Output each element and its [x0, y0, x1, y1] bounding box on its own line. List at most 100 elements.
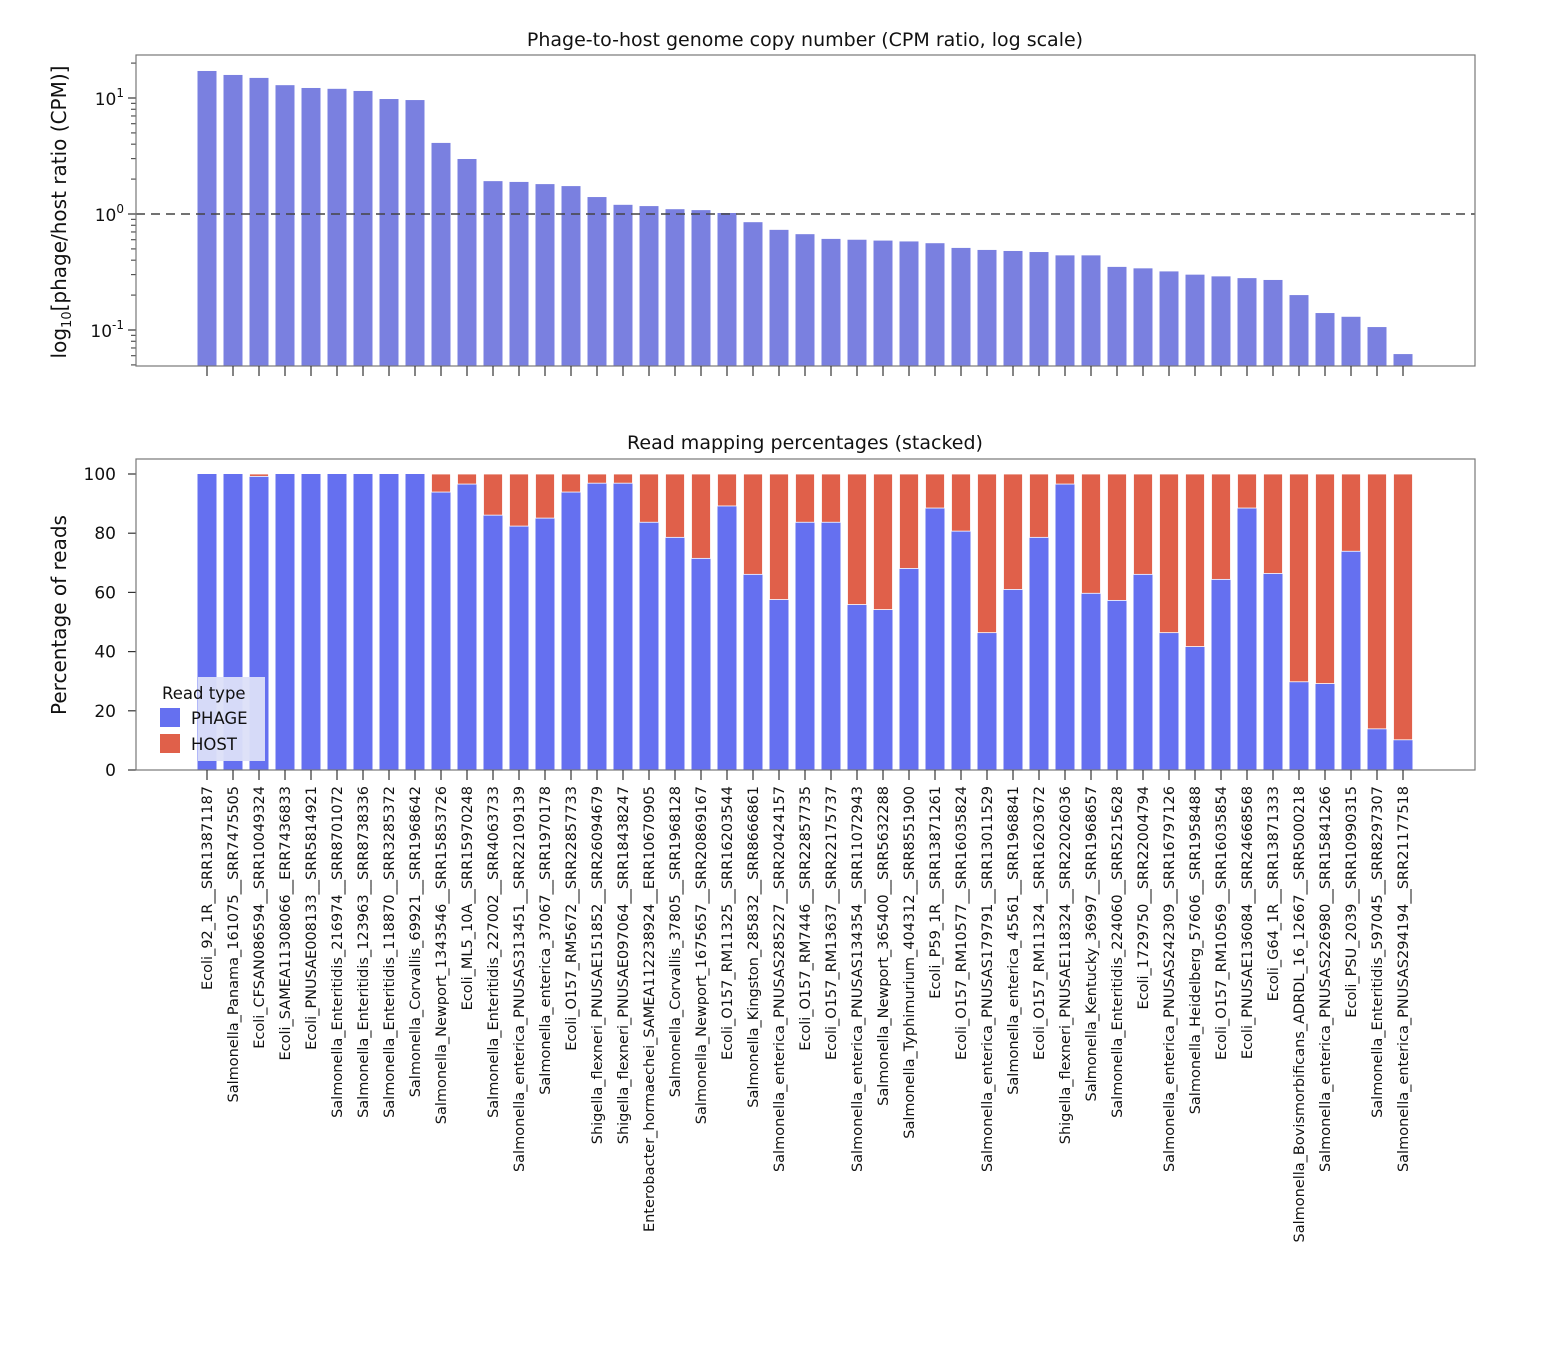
phage-segment [925, 508, 945, 770]
phage-segment [873, 609, 893, 770]
top-bars [197, 70, 1413, 367]
x-tick-label: Salmonella_enterica_PNUSAS226980__SRR158… [1318, 786, 1334, 1172]
x-tick-label: Salmonella_enterica_37067__SRR1970178 [538, 786, 554, 1095]
top-y-axis: 10-1 100 101 [90, 62, 136, 366]
top-x-ticks [206, 366, 1404, 376]
copy-ratio-bar [925, 243, 945, 366]
host-segment [795, 473, 815, 523]
host-segment [743, 473, 763, 575]
host-segment [1289, 473, 1309, 683]
bottom-x-ticks [206, 770, 1404, 780]
host-segment [925, 473, 945, 509]
x-tick-label: Salmonella_Enteritidis_597045__SRR829730… [1370, 786, 1386, 1118]
copy-ratio-bar [613, 204, 633, 366]
phage-segment [353, 474, 373, 770]
x-tick-label: Ecoli_ML5_10A__SRR15970248 [460, 786, 476, 1010]
host-segment [691, 473, 711, 559]
x-tick-label: Salmonella_enterica_PNUSAS179791__SRR130… [980, 786, 996, 1172]
host-segment [1211, 473, 1231, 580]
copy-ratio-bar [223, 74, 243, 366]
y-tick-label: 80 [94, 524, 116, 544]
copy-ratio-bar [977, 249, 997, 366]
copy-ratio-bar [535, 184, 555, 366]
x-tick-label: Ecoli_G64_1R__SRR13871333 [1266, 786, 1282, 1001]
x-tick-label: Salmonella_enterica_45561__SRR1968841 [1006, 786, 1022, 1095]
read-mapping-panel: Read mapping percentages (stacked) Perce… [47, 432, 1476, 1243]
copy-ratio-bar [483, 181, 503, 366]
phage-segment [1367, 728, 1387, 770]
copy-ratio-bar [457, 158, 477, 366]
host-segment [561, 473, 581, 493]
y-tick-label: 100 [95, 202, 124, 226]
copy-number-panel: Phage-to-host genome copy number (CPM ra… [47, 29, 1476, 376]
host-segment [1107, 473, 1127, 601]
copy-ratio-bar [275, 85, 295, 366]
host-segment [665, 473, 685, 538]
host-segment [1237, 473, 1257, 509]
phage-segment [1289, 681, 1309, 770]
host-segment [1081, 473, 1101, 594]
phage-segment [795, 522, 815, 770]
phage-segment [847, 604, 867, 770]
legend-label-host: HOST [191, 735, 238, 754]
copy-ratio-bar [717, 213, 737, 366]
phage-segment [1159, 632, 1179, 770]
x-tick-label: Ecoli_O157_RM5672__SRR22857733 [564, 786, 580, 1051]
phage-segment [483, 515, 503, 770]
copy-ratio-bar [1263, 279, 1283, 366]
copy-ratio-bar [327, 88, 347, 366]
host-segment [587, 473, 607, 484]
phage-segment [561, 492, 581, 770]
phage-segment [1341, 551, 1361, 770]
phage-segment [951, 531, 971, 770]
legend-background [198, 677, 265, 761]
host-segment [639, 473, 659, 523]
x-tick-label: Ecoli_O157_RM11325__SRR16203544 [720, 786, 736, 1060]
legend-title: Read type [162, 684, 246, 703]
copy-ratio-bar [1003, 250, 1023, 366]
phage-segment [457, 484, 477, 770]
x-tick-label: Salmonella_enterica_PNUSAS134354__SRR110… [850, 786, 866, 1172]
phage-segment [1107, 600, 1127, 770]
copy-ratio-bar [769, 229, 789, 366]
copy-ratio-bar [1055, 255, 1075, 366]
x-tick-label: Salmonella_Corvallis_37805__SRR1968128 [668, 786, 684, 1097]
x-tick-label: Ecoli_O157_RM10577__SRR16035824 [954, 786, 970, 1060]
host-segment [821, 473, 841, 523]
y-tick-label: 40 [94, 643, 116, 663]
host-segment [613, 473, 633, 484]
copy-ratio-bar [1133, 268, 1153, 366]
host-segment [509, 473, 529, 527]
legend-label-phage: PHAGE [191, 709, 248, 728]
phage-segment [535, 518, 555, 770]
bottom-y-axis: 0 20 40 60 80 100 [84, 465, 136, 781]
x-tick-label: Ecoli_PSU_2039__SRR10990315 [1344, 786, 1360, 1018]
x-tick-label: Salmonella_Enteritidis_227002__SRR406373… [486, 786, 502, 1118]
copy-ratio-bar [1341, 316, 1361, 366]
copy-ratio-bar [665, 209, 685, 366]
phage-segment [821, 522, 841, 770]
host-segment [1029, 473, 1049, 538]
copy-ratio-bar [1315, 313, 1335, 366]
copy-ratio-bar [691, 210, 711, 366]
bottom-stacked-bars [197, 473, 1413, 770]
y-tick-label: 0 [105, 761, 116, 781]
copy-ratio-bar [587, 197, 607, 366]
host-segment [1185, 473, 1205, 647]
copy-ratio-bar [197, 70, 217, 367]
phage-segment [1393, 739, 1413, 770]
phage-segment [1003, 589, 1023, 770]
copy-ratio-bar [1237, 278, 1257, 366]
copy-ratio-bar [1289, 295, 1309, 366]
host-segment [1003, 473, 1023, 590]
copy-ratio-bar [951, 247, 971, 366]
host-segment [873, 473, 893, 610]
phage-segment [639, 522, 659, 770]
y-tick-label: 20 [94, 702, 116, 722]
copy-ratio-bar [1367, 327, 1387, 366]
x-tick-label: Salmonella_enterica_PNUSAS242309__SRR167… [1162, 786, 1178, 1172]
phage-segment [717, 505, 737, 770]
bottom-chart-title: Read mapping percentages (stacked) [627, 432, 983, 454]
host-segment [1133, 473, 1153, 575]
copy-ratio-bar [1029, 252, 1049, 366]
